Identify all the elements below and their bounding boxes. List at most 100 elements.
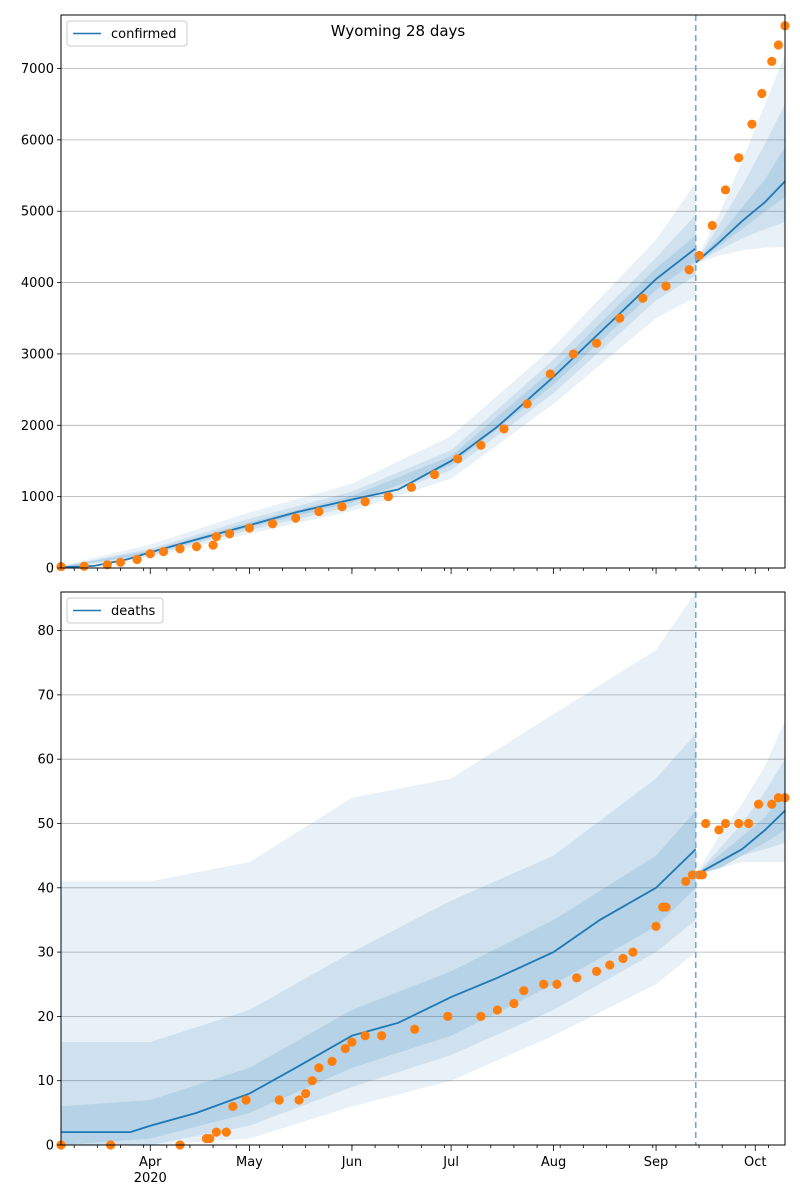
y-tick-label: 4000 [21,276,54,291]
band-outer [61,182,696,568]
band-outer [695,54,785,265]
observed-point [115,557,126,567]
observed-point [539,979,549,989]
observed-point [701,818,711,829]
observed-point [552,979,562,989]
observed-point [360,1031,370,1041]
observed-point [314,1063,324,1073]
observed-point [410,1024,420,1034]
y-tick-label: 3000 [21,347,54,362]
observed-point [211,532,221,542]
y-tick-label: 5000 [21,205,54,220]
x-tick-label: May [236,1155,263,1170]
band-inner [61,810,696,1145]
x-axis-ticks [73,568,769,574]
observed-point [572,973,582,983]
model-line [695,180,786,264]
y-tick-label: 6000 [21,133,54,148]
observed-point [132,554,142,565]
band-outer [61,592,696,1145]
observed-point [211,1127,221,1137]
observed-point [651,921,661,931]
observed-point [241,1095,251,1105]
legend-label-confirmed: confirmed [111,27,177,42]
observed-point [714,825,724,835]
observed-point [327,1056,337,1067]
y-tick-label: 70 [37,688,54,703]
model-lines [61,809,786,1134]
observed-point [453,454,463,464]
observed-point [307,1076,317,1086]
uncertainty-bands [61,592,785,1145]
observed-point [228,1101,238,1112]
legend: deaths [66,597,164,624]
axes-frame [60,14,786,569]
observed-point [225,529,235,539]
x-tick-label: Sep [644,1155,669,1170]
y-tick-label: 20 [37,1010,54,1025]
observed-point [102,560,112,570]
legend-label-deaths: deaths [111,604,156,619]
observed-points [56,793,790,1150]
observed-point [191,541,202,552]
observed-point [753,799,764,809]
model-line [61,848,697,1134]
x-tick-label: Apr [139,1155,162,1170]
observed-point [615,313,625,323]
observed-point [681,876,691,886]
observed-point [377,1031,387,1041]
band-middle [695,104,785,264]
observed-point [767,56,777,66]
observed-point [628,947,638,957]
observed-point [79,561,89,571]
observed-point [697,870,707,880]
observed-point [773,40,783,50]
observed-point [773,793,783,803]
observed-point [747,119,757,129]
y-tick-label: 30 [37,946,54,961]
y-tick-label: 80 [37,624,54,639]
observed-point [429,469,440,480]
observed-point [509,998,519,1009]
observed-point [406,482,417,492]
observed-point [208,540,218,550]
observed-point [522,399,532,409]
x-tick-label: Oct [744,1155,766,1170]
observed-point [734,818,744,829]
observed-point [499,424,509,434]
observed-point [767,799,777,809]
confirmed-panel: 0 1000 2000 3000 4000 5000 6000 7000 Wyoming 28… [21,14,790,577]
observed-point [294,1095,304,1105]
observed-point [757,88,767,99]
observed-point [568,349,579,359]
observed-point [145,549,155,559]
observed-point [744,818,754,829]
observed-point [244,523,255,533]
x-tick-label: Jun [341,1155,362,1170]
y-tick-label: 60 [37,753,54,768]
observed-point [492,1005,502,1015]
y-tick-label: 50 [37,817,54,832]
observed-point [661,281,671,291]
observed-point [314,507,324,517]
model-line [695,809,786,876]
observed-point [274,1095,284,1105]
observed-point [605,960,615,970]
observed-point [291,513,301,523]
y-tick-label: 7000 [21,62,54,77]
observed-point [175,544,185,554]
legend: confirmed [66,20,188,47]
observed-point [591,966,602,976]
observed-point [684,265,694,275]
observed-point [267,519,278,529]
band-middle [61,733,696,1145]
observed-point [347,1037,357,1047]
y-tick-label: 1000 [21,490,54,505]
observed-point [476,1011,486,1021]
y-gridlines [61,630,785,1146]
band-middle [695,759,785,875]
uncertainty-bands [61,54,785,568]
